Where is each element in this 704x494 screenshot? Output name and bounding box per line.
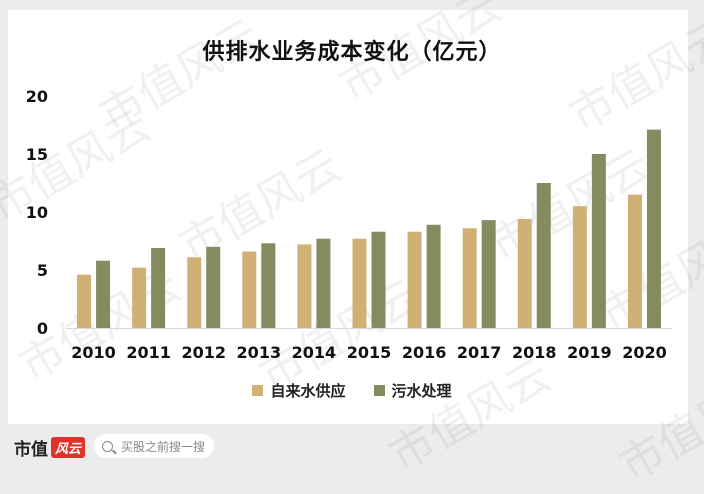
search-icon bbox=[102, 440, 113, 452]
bar-chart: 0 5 10 15 20 2010 2011 2012 2013 2014 2015 2016 2017… bbox=[26, 87, 672, 362]
chart-legend: 自来水供应 污水处理 bbox=[0, 380, 704, 401]
bar-water-supply bbox=[572, 206, 587, 328]
x-tick-label: 2011 bbox=[126, 343, 171, 362]
x-tick-label: 2018 bbox=[512, 343, 557, 362]
x-tick-label: 2010 bbox=[71, 343, 116, 362]
x-tick-label: 2019 bbox=[567, 343, 612, 362]
x-tick-label: 2016 bbox=[402, 343, 447, 362]
bar-sewage bbox=[151, 247, 166, 328]
bar-sewage bbox=[261, 243, 276, 328]
y-tick-label: 5 bbox=[37, 261, 48, 280]
bar-water-supply bbox=[462, 228, 477, 328]
bar-water-supply bbox=[242, 251, 257, 328]
bar-water-supply bbox=[132, 267, 147, 328]
footer-bar: 市值 风云 买股之前搜一搜 bbox=[0, 424, 704, 468]
bar-sewage bbox=[426, 224, 441, 328]
legend-swatch bbox=[252, 385, 264, 396]
y-tick-label: 0 bbox=[37, 319, 48, 338]
legend-item: 污水处理 bbox=[373, 380, 452, 401]
legend-label: 污水处理 bbox=[391, 382, 452, 400]
x-tick-label: 2017 bbox=[457, 343, 502, 362]
bar-sewage bbox=[206, 246, 221, 328]
x-tick-label: 2012 bbox=[181, 343, 226, 362]
bar-water-supply bbox=[297, 244, 312, 328]
bar-sewage bbox=[316, 238, 331, 328]
x-tick-label: 2013 bbox=[237, 343, 282, 362]
bar-water-supply bbox=[627, 194, 642, 328]
bar-water-supply bbox=[187, 257, 202, 328]
bar-sewage bbox=[536, 183, 551, 328]
bar-sewage bbox=[96, 260, 111, 328]
bar-sewage bbox=[481, 220, 496, 328]
y-tick-label: 20 bbox=[26, 87, 48, 106]
bar-water-supply bbox=[407, 231, 422, 328]
bar-sewage bbox=[371, 231, 386, 328]
brand-logo[interactable]: 市值 风云 bbox=[14, 435, 86, 460]
y-tick-label: 15 bbox=[26, 145, 48, 164]
chart-title: 供排水业务成本变化（亿元） bbox=[202, 40, 502, 65]
bar-sewage bbox=[646, 129, 661, 328]
page-frame: 市值风云 市值风云 市值风云 市值风云 市值风云 市值风云 市值风云 市值风云 … bbox=[0, 0, 704, 468]
search-placeholder: 买股之前搜一搜 bbox=[121, 439, 206, 454]
x-tick-label: 2020 bbox=[622, 343, 667, 362]
legend-swatch bbox=[373, 385, 385, 396]
legend-item: 自来水供应 bbox=[252, 380, 346, 401]
brand-name: 市值 bbox=[14, 440, 48, 460]
legend-label: 自来水供应 bbox=[270, 382, 346, 400]
bar-water-supply bbox=[517, 218, 532, 328]
bar-water-supply bbox=[77, 274, 92, 328]
search-box[interactable]: 买股之前搜一搜 bbox=[94, 434, 214, 458]
y-tick-label: 10 bbox=[26, 203, 48, 222]
x-tick-label: 2014 bbox=[292, 343, 337, 362]
brand-badge: 风云 bbox=[51, 437, 86, 458]
bar-sewage bbox=[591, 154, 606, 328]
bar-water-supply bbox=[352, 238, 367, 328]
x-tick-label: 2015 bbox=[347, 343, 392, 362]
